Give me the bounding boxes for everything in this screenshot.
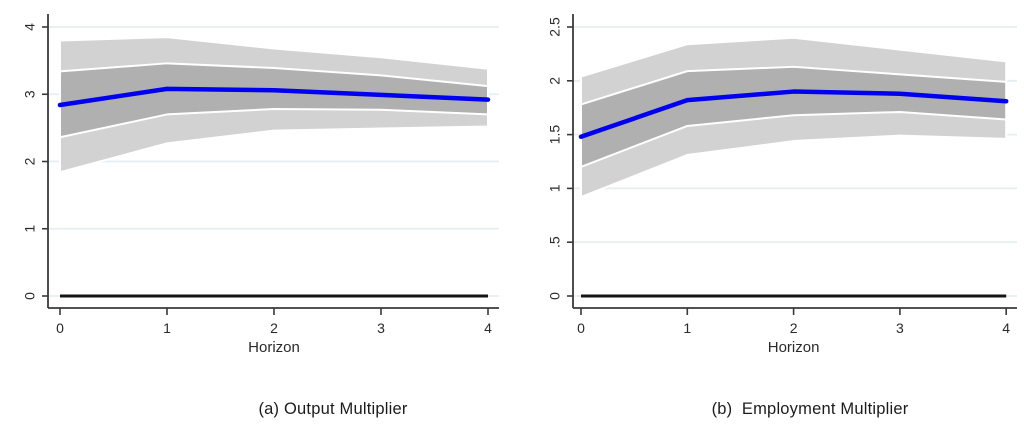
y-tick-label: 1	[22, 225, 38, 233]
y-tick-label: .5	[547, 236, 563, 248]
y-tick-label: 2	[22, 157, 38, 165]
y-tick-label: 0	[547, 292, 563, 300]
x-tick-label: 4	[484, 320, 492, 336]
y-tick-label: 0	[22, 292, 38, 300]
x-tick-label: 1	[683, 320, 691, 336]
y-tick-label: 4	[22, 23, 38, 31]
x-tick-label: 2	[270, 320, 278, 336]
y-tick-label: 2.5	[547, 17, 563, 37]
x-axis-label: Horizon	[768, 339, 820, 356]
y-tick-label: 2	[547, 77, 563, 85]
x-tick-label: 2	[790, 320, 798, 336]
y-tick-label: 1.5	[547, 125, 563, 145]
output-multiplier-caption: (a) Output Multiplier	[258, 400, 408, 418]
x-tick-label: 0	[577, 320, 585, 336]
output-multiplier-plot: 0 1 2 3 4 0 1 2 3 4 Horizon	[22, 14, 499, 356]
x-tick-label: 4	[1002, 320, 1010, 336]
employment-multiplier-plot: 0 .5 1 1.5 2 2.5 0 1 2 3 4 Horizon	[547, 14, 1017, 356]
x-tick-label: 3	[377, 320, 385, 336]
inner-confidence-band	[59, 62, 489, 139]
y-tick-label: 3	[22, 90, 38, 98]
employment-multiplier-panel: 0 .5 1 1.5 2 2.5 0 1 2 3 4 Horizon (b) Employment M…	[512, 0, 1024, 436]
x-axis-label: Horizon	[248, 339, 300, 356]
x-tick-label: 0	[56, 320, 64, 336]
employment-multiplier-caption: (b) Employment Multiplier	[711, 400, 909, 418]
x-tick-label: 3	[896, 320, 904, 336]
point-estimate	[57, 86, 491, 108]
output-multiplier-panel: 0 1 2 3 4 0 1 2 3 4 Horizon (a) Output Multiplier	[22, 14, 499, 418]
point-estimate	[578, 89, 1009, 140]
y-tick-label: 1	[547, 184, 563, 192]
x-tick-label: 1	[163, 320, 171, 336]
